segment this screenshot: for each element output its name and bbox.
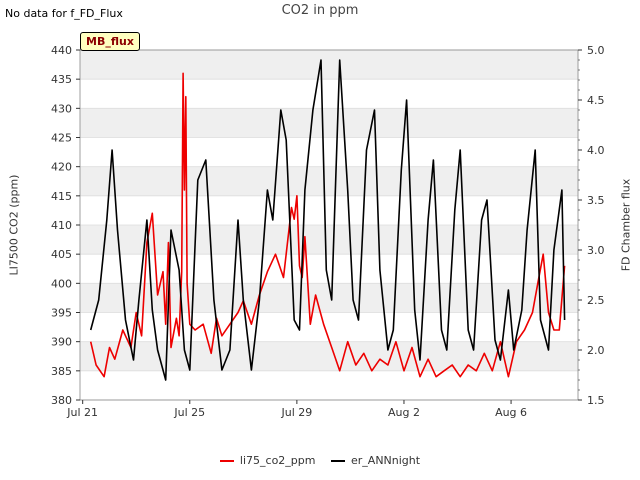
y-left-ticks: 380 385 390 395 400 405 410 415 420 425 430 435 440 [51, 44, 80, 407]
series-line-li75-co2-ppm [89, 72, 566, 378]
series-layer [89, 59, 566, 381]
y-left-tick-label: 425 [51, 132, 72, 145]
x-tick-label: Jul 25 [173, 406, 205, 419]
y-right-tick-label: 3.0 [587, 244, 605, 257]
y-right-ticks: 1.5 2.0 2.5 3.0 3.5 4.0 4.5 5.0 [578, 44, 605, 407]
legend: li75_co2_ppm er_ANNnight [0, 454, 640, 467]
y-left-tick-label: 440 [51, 44, 72, 57]
series-line-er-annnight [89, 59, 566, 381]
y-left-tick-label: 405 [51, 248, 72, 261]
y-left-tick-label: 410 [51, 219, 72, 232]
y-left-tick-label: 430 [51, 102, 72, 115]
legend-swatch-li75 [219, 460, 234, 462]
x-ticks: Jul 21 Jul 25 Jul 29 Aug 2 Aug 6 [66, 400, 527, 419]
background-band [80, 166, 578, 196]
y-left-tick-label: 385 [51, 365, 72, 378]
y-left-tick-label: 380 [51, 394, 72, 407]
legend-label-li75: li75_co2_ppm [239, 454, 316, 467]
y-left-tick-label: 390 [51, 336, 72, 349]
legend-item-er-annnight: er_ANNnight [331, 454, 420, 467]
y-right-tick-label: 5.0 [587, 44, 605, 57]
background-band [80, 341, 578, 371]
y-left-tick-label: 420 [51, 161, 72, 174]
x-tick-label: Aug 2 [388, 406, 420, 419]
y-left-tick-label: 415 [51, 190, 72, 203]
y-right-tick-label: 4.5 [587, 94, 605, 107]
no-data-message: No data for f_FD_Flux [5, 7, 123, 20]
y-left-tick-label: 400 [51, 277, 72, 290]
y-left-tick-label: 435 [51, 73, 72, 86]
background-bands [80, 50, 578, 371]
y-right-tick-label: 2.5 [587, 294, 605, 307]
y-right-tick-label: 2.0 [587, 344, 605, 357]
legend-item-li75: li75_co2_ppm [219, 454, 316, 467]
mb-flux-badge: MB_flux [80, 32, 140, 51]
chart-title: CO2 in ppm [281, 3, 359, 18]
x-tick-label: Aug 6 [495, 406, 527, 419]
x-tick-label: Jul 21 [66, 406, 98, 419]
background-band [80, 225, 578, 255]
background-band [80, 50, 578, 80]
background-band [80, 108, 578, 138]
legend-label-er-annnight: er_ANNnight [351, 454, 421, 467]
y-right-tick-label: 4.0 [587, 144, 605, 157]
y-right-tick-label: 3.5 [587, 194, 605, 207]
x-tick-label: Jul 29 [280, 406, 312, 419]
y-left-tick-label: 395 [51, 307, 72, 320]
legend-swatch-er-annnight [331, 460, 345, 462]
y-right-tick-label: 1.5 [587, 394, 605, 407]
